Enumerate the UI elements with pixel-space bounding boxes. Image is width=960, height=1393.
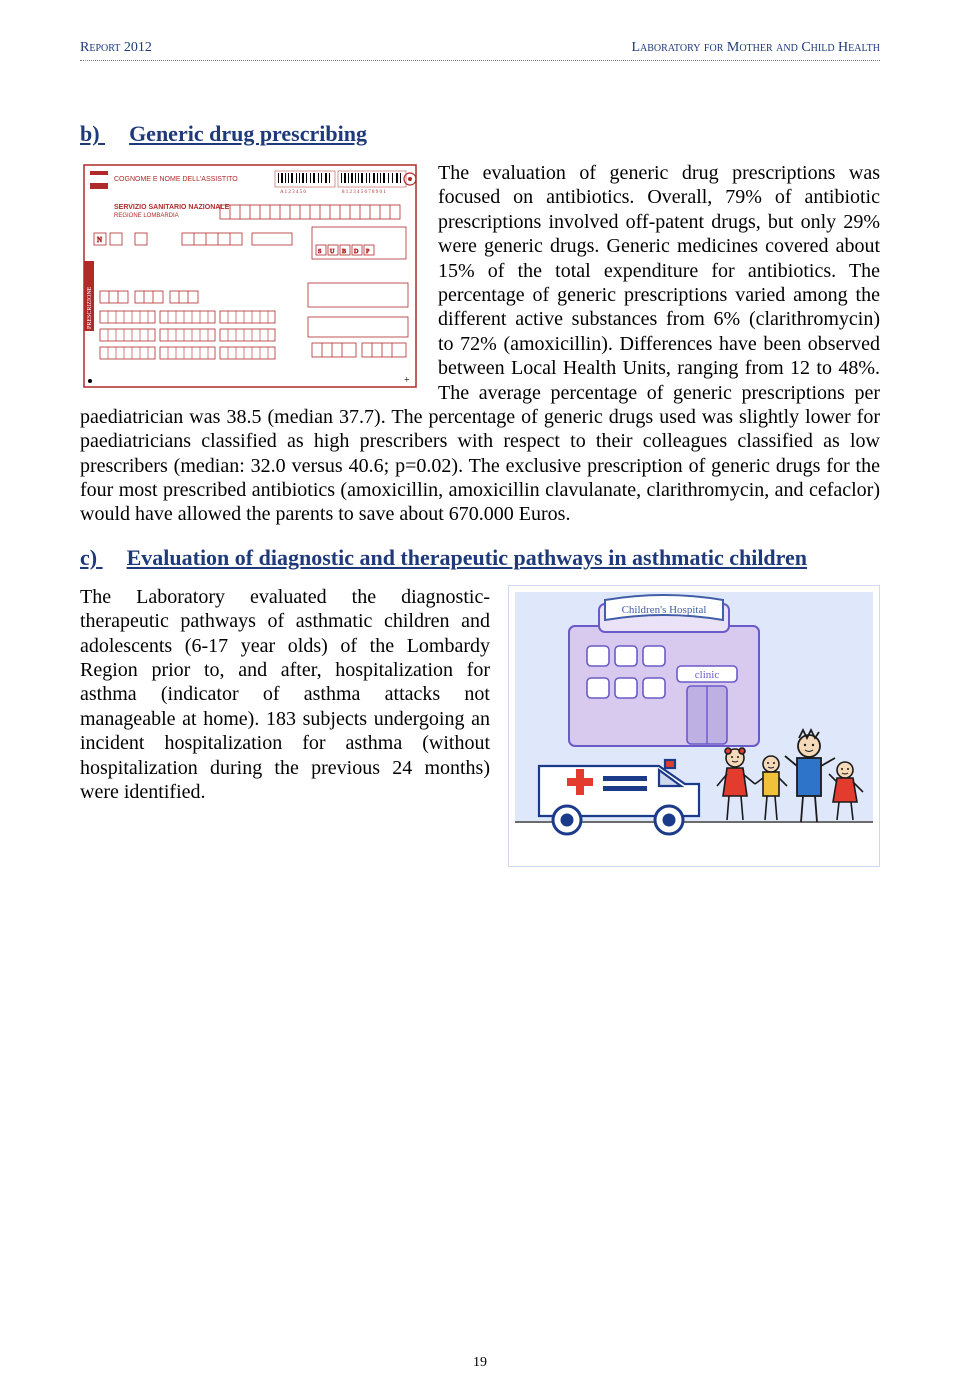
section-c-body: Children's Hospital clinic [80,585,880,875]
section-c-prefix: c) [80,545,97,570]
svg-text:U: U [330,249,335,255]
svg-text:+: + [404,375,410,386]
hospital-clipart-icon: Children's Hospital clinic [508,585,880,867]
prescription-form-figure: COGNOME E NOME DELL'ASSISTITO [80,161,420,391]
section-c-heading: c) Evaluation of diagnostic and therapeu… [80,545,880,571]
section-b-title: Generic drug prescribing [129,121,367,146]
svg-text:SERVIZIO SANITARIO NAZIONALE: SERVIZIO SANITARIO NAZIONALE [114,204,230,211]
svg-text:N: N [97,236,102,244]
svg-text:Children's Hospital: Children's Hospital [622,604,707,616]
svg-text:8 1 2 3 4 5 6 7 8 9 0 1: 8 1 2 3 4 5 6 7 8 9 0 1 [342,190,386,195]
svg-text:S: S [318,249,321,255]
hospital-clipart-figure: Children's Hospital clinic [508,585,880,867]
prescription-form-icon: COGNOME E NOME DELL'ASSISTITO [80,161,420,391]
page-header: Report 2012 Laboratory for Mother and Ch… [80,40,880,56]
section-c-title: Evaluation of diagnostic and therapeutic… [127,545,807,570]
header-left: Report 2012 [80,40,152,56]
page-number: 19 [0,1355,960,1371]
svg-text:B: B [342,249,346,255]
header-rule [80,60,880,61]
svg-text:A 1 2 3 4 5 6: A 1 2 3 4 5 6 [280,190,306,195]
section-c-paragraph: The Laboratory evaluated the diagnostic-… [80,586,490,803]
svg-text:REGIONE LOMBARDIA: REGIONE LOMBARDIA [114,213,179,219]
svg-text:D: D [354,249,359,255]
section-b-prefix: b) [80,121,100,146]
section-b-body: COGNOME E NOME DELL'ASSISTITO [80,161,880,527]
svg-text:PRESCRIZIONE: PRESCRIZIONE [87,286,93,329]
svg-text:clinic: clinic [695,669,720,681]
svg-text:COGNOME E NOME DELL'ASSISTITO: COGNOME E NOME DELL'ASSISTITO [114,176,238,183]
header-right: Laboratory for Mother and Child Health [631,40,880,56]
section-b-heading: b) Generic drug prescribing [80,121,880,147]
